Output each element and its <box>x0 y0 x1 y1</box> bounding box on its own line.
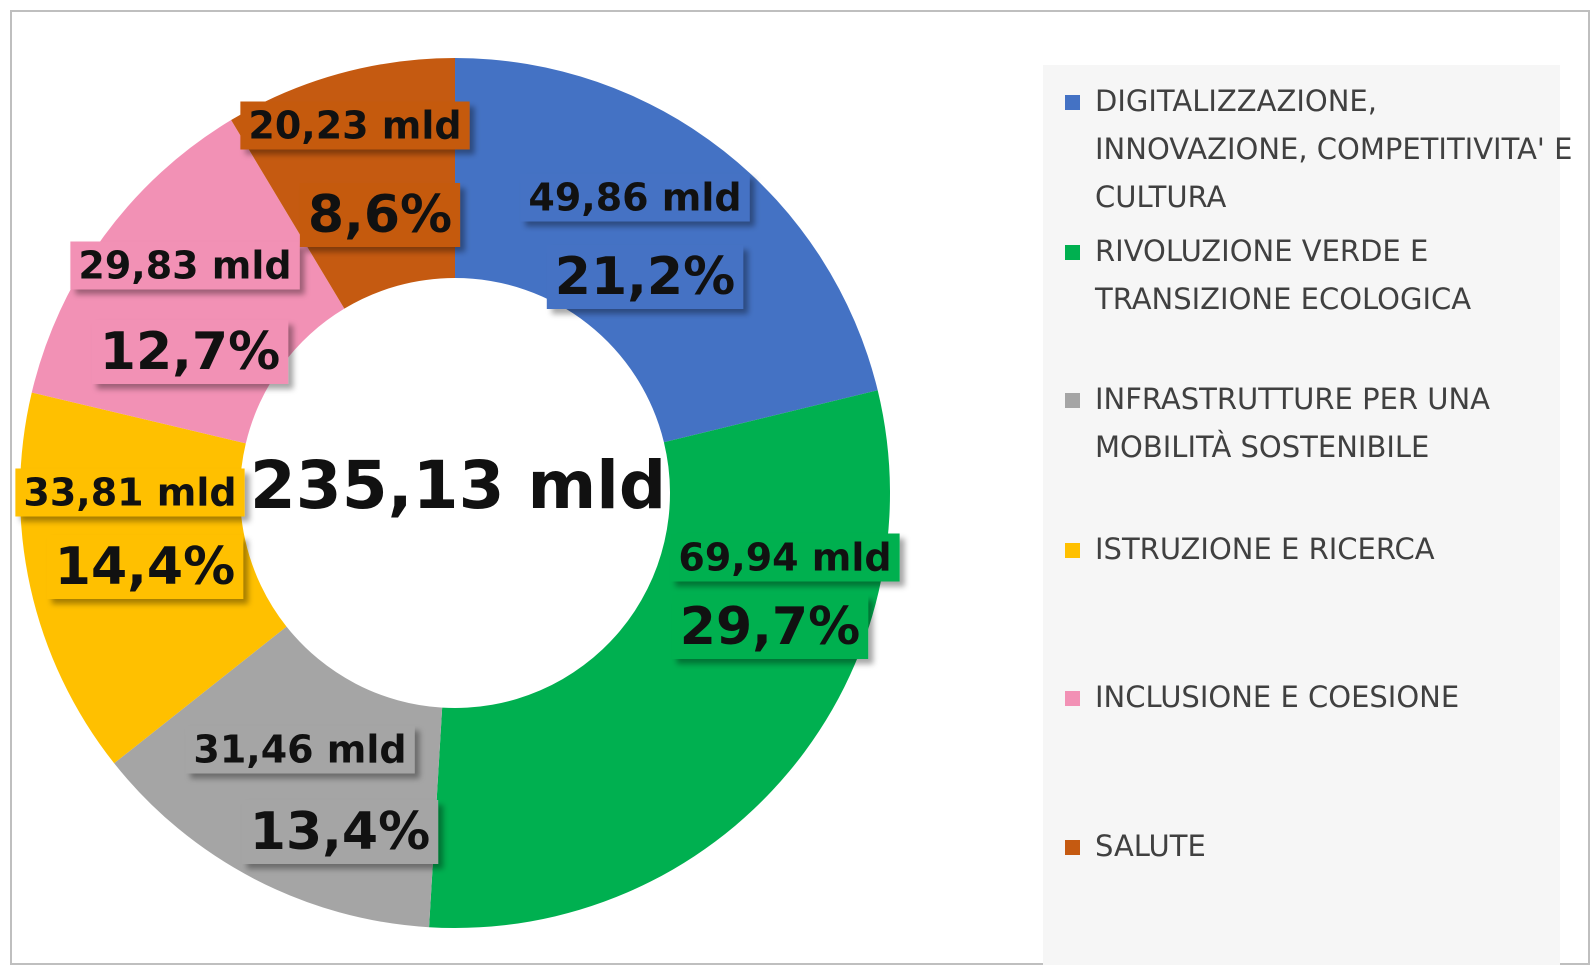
percentage-label: 8,6% <box>308 185 452 245</box>
percentage-label-box <box>671 595 869 659</box>
value-label: 49,86 mld <box>528 176 741 220</box>
percentage-label-box <box>46 535 244 599</box>
legend-swatch <box>1065 543 1080 558</box>
legend-swatch <box>1065 691 1080 706</box>
percentage-label: 21,2% <box>555 247 735 307</box>
legend-item: INFRASTRUTTURE PER UNA MOBILITÀ SOSTENIB… <box>1065 375 1575 471</box>
value-label: 33,81 mld <box>23 471 236 515</box>
value-label-box <box>520 173 750 222</box>
legend: DIGITALIZZAZIONE, INNOVAZIONE, COMPETITI… <box>1043 65 1572 965</box>
legend-swatch <box>1065 95 1080 110</box>
frame <box>10 10 1590 965</box>
percentage-label-box <box>91 320 289 384</box>
donut-slice <box>429 390 890 929</box>
percentage-label-box <box>299 183 461 247</box>
legend-label: ISTRUZIONE E RICERCA <box>1095 532 1435 566</box>
legend-swatch <box>1065 393 1080 408</box>
legend-swatch <box>1065 840 1080 855</box>
legend-swatch <box>1065 245 1080 260</box>
value-label-box <box>70 241 300 290</box>
percentage-label-box <box>241 800 439 864</box>
percentage-label: 14,4% <box>55 537 235 597</box>
value-label-box <box>240 101 470 150</box>
legend-label: DIGITALIZZAZIONE, INNOVAZIONE, COMPETITI… <box>1095 84 1573 214</box>
percentage-label: 13,4% <box>250 802 430 862</box>
value-label: 31,46 mld <box>193 728 406 772</box>
value-label: 29,83 mld <box>78 244 291 288</box>
legend-label: RIVOLUZIONE VERDE E TRANSIZIONE ECOLOGIC… <box>1095 234 1472 316</box>
value-label-box <box>185 725 415 774</box>
legend-item: RIVOLUZIONE VERDE E TRANSIZIONE ECOLOGIC… <box>1065 227 1575 323</box>
legend-item: ISTRUZIONE E RICERCA <box>1065 525 1575 573</box>
legend-item: INCLUSIONE E COESIONE <box>1065 673 1575 721</box>
legend-item: SALUTE <box>1065 822 1575 870</box>
value-label-box <box>15 468 245 517</box>
chart: 49,86 mld 21,2% 69,94 mld 29,7% 31,46 mld 13,… <box>15 58 900 929</box>
value-label-box <box>670 533 900 582</box>
percentage-label-box <box>546 245 744 309</box>
center-label: 235,13 mld <box>250 447 666 524</box>
legend-label: INCLUSIONE E COESIONE <box>1095 680 1460 714</box>
percentage-label: 29,7% <box>680 597 860 657</box>
legend-label: INFRASTRUTTURE PER UNA MOBILITÀ SOSTENIB… <box>1095 382 1491 464</box>
percentage-label: 12,7% <box>100 322 280 382</box>
legend-item: DIGITALIZZAZIONE, INNOVAZIONE, COMPETITI… <box>1065 77 1575 221</box>
value-label: 20,23 mld <box>248 104 461 148</box>
value-label: 69,94 mld <box>678 536 891 580</box>
legend-label: SALUTE <box>1095 829 1206 863</box>
